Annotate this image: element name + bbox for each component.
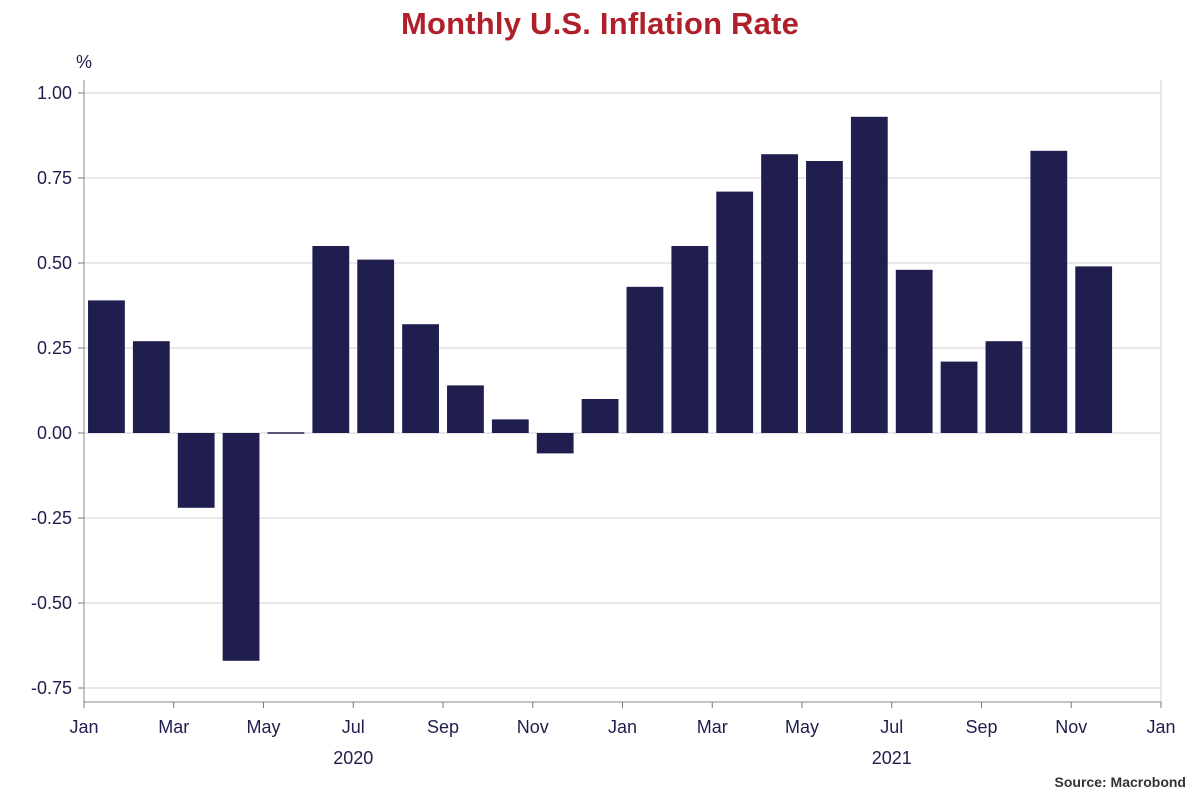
tick-labels: 1.00 0.75 0.50 0.25 0.00 -0.25 -0.50 -0.75% Jan M…: [31, 52, 1176, 768]
x-tick-label: Sep: [427, 717, 459, 737]
x-tick-label: Sep: [965, 717, 997, 737]
bar-2020-01: [88, 300, 125, 433]
bar-2020-02: [132, 341, 170, 433]
bar-2020-04: [222, 433, 260, 661]
bar-2021-11: [1075, 266, 1113, 433]
bar-2021-10: [1030, 150, 1068, 434]
y-tick-label: 0.00: [37, 423, 72, 443]
x-tick-label: Mar: [158, 717, 189, 737]
source-note: Source: Macrobond: [1054, 774, 1186, 790]
x-tick-label: May: [785, 717, 819, 737]
bar-2020-07: [357, 259, 395, 433]
x-tick-label: Jul: [342, 717, 365, 737]
bar-2020-06: [312, 246, 350, 433]
x-tick-label: Jan: [69, 717, 98, 737]
bar-2020-08: [402, 324, 439, 433]
x-tick-label: Nov: [517, 717, 549, 737]
y-tick-label: 0.75: [37, 168, 72, 188]
bar-2021-09: [985, 341, 1023, 433]
y-tick-label: -0.50: [31, 593, 72, 613]
bar-2021-06: [850, 116, 888, 434]
bar-2020-05: [267, 432, 305, 434]
bars: [88, 116, 1113, 661]
bar-2021-04: [761, 154, 798, 433]
y-tick-label: 0.25: [37, 338, 72, 358]
bar-2021-05: [806, 161, 843, 433]
y-axis-unit-label: %: [76, 52, 92, 72]
bar-2020-11: [536, 433, 574, 454]
bar-2021-07: [895, 269, 933, 433]
y-tick-label: -0.75: [31, 678, 72, 698]
x-tick-label: Mar: [697, 717, 728, 737]
chart-title: Monthly U.S. Inflation Rate: [400, 6, 800, 41]
x-tick-label: Jan: [1146, 717, 1175, 737]
year-label: 2020: [333, 748, 373, 768]
x-tick-label: Jul: [880, 717, 903, 737]
bar-2021-01: [626, 286, 664, 433]
x-tick-label: Nov: [1055, 717, 1087, 737]
year-label: 2021: [872, 748, 912, 768]
bar-2020-12: [581, 399, 619, 433]
gridlines: [84, 92, 1161, 689]
y-tick-label: -0.25: [31, 508, 72, 528]
y-tick-label: 0.50: [37, 253, 72, 273]
bar-2020-10: [491, 419, 529, 433]
bar-2020-09: [447, 385, 484, 433]
bar-2020-03: [177, 433, 215, 508]
y-tick-label: 1.00: [37, 83, 72, 103]
x-tick-label: May: [246, 717, 280, 737]
bar-2021-08: [940, 361, 978, 433]
x-tick-label: Jan: [608, 717, 637, 737]
axes: [78, 80, 1162, 708]
bar-2021-02: [671, 246, 709, 433]
bar-2021-03: [716, 191, 754, 433]
